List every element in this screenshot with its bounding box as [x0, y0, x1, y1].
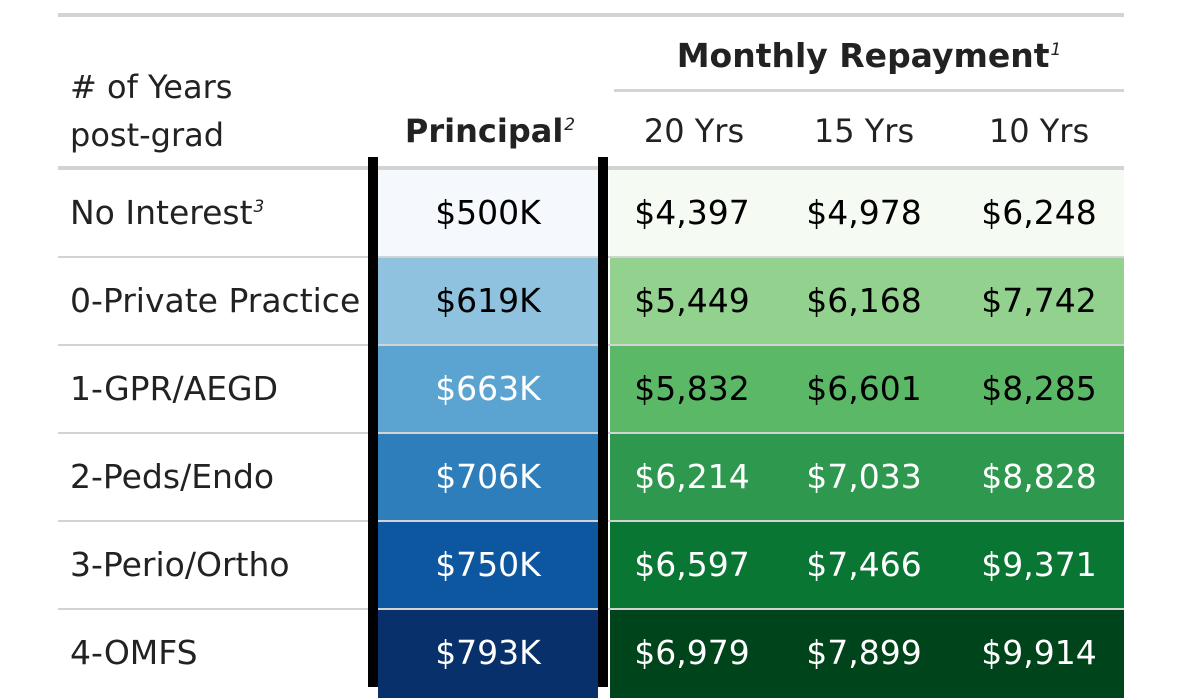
row-label: 0-Private Practice — [58, 258, 368, 344]
repayment-cell-fill — [610, 434, 1124, 520]
row-label-text: 0-Private Practice — [70, 281, 361, 320]
row-label-text: 1-GPR/AEGD — [70, 369, 279, 408]
repayment-10-yrs: $8,285 — [981, 369, 1097, 408]
row-label: 3-Perio/Ortho — [58, 522, 368, 608]
principal-cell-fill — [378, 434, 598, 520]
repayment-10-yrs: $7,742 — [981, 281, 1097, 320]
principal-value: $619K — [435, 281, 541, 320]
footnote-mark-2: 2 — [564, 115, 576, 135]
row-label-text: 4-OMFS — [70, 633, 198, 672]
repayment-table: Monthly Repayment1 # of Years post-grad … — [58, 13, 1124, 700]
repayment-20-yrs: $6,979 — [634, 633, 750, 672]
principal-cell-fill — [378, 346, 598, 432]
stub-header-line1: # of Years — [70, 68, 233, 106]
principal-cell-fill — [378, 170, 598, 256]
repayment-cell-fill — [610, 170, 1124, 256]
table-row: 4-OMFS $793K $6,979 $7,899 $9,914 — [58, 610, 1124, 698]
principal-cell-fill — [378, 258, 598, 344]
principal-value: $706K — [435, 457, 541, 496]
stub-header: # of Years post-grad — [70, 63, 370, 159]
row-label-text: No Interest — [70, 193, 253, 232]
repayment-cell-fill — [610, 522, 1124, 608]
principal-header: Principal2 — [370, 108, 610, 154]
repayment-10-yrs: $8,828 — [981, 457, 1097, 496]
repayment-20-yrs: $4,397 — [634, 193, 750, 232]
principal-right-border — [598, 157, 608, 687]
row-label: 2-Peds/Endo — [58, 434, 368, 520]
repayment-cell-fill — [610, 346, 1124, 432]
table-row: 1-GPR/AEGD $663K $5,832 $6,601 $8,285 — [58, 346, 1124, 434]
monthly-repayment-spanner: Monthly Repayment1 — [614, 33, 1124, 79]
col-header-20-yrs: 20 Yrs — [643, 112, 745, 150]
principal-cell-fill — [378, 522, 598, 608]
row-label-text: 2-Peds/Endo — [70, 457, 275, 496]
principal-left-border — [368, 157, 378, 687]
repayment-10-yrs: $9,371 — [981, 545, 1097, 584]
principal-value: $500K — [435, 193, 541, 232]
table-row: 0-Private Practice $619K $5,449 $6,168 $7,74… — [58, 258, 1124, 346]
repayment-20-yrs: $6,214 — [634, 457, 750, 496]
footnote-mark-1: 1 — [1050, 40, 1062, 60]
repayment-cell-fill — [610, 610, 1124, 698]
table-row: 3-Perio/Ortho $750K $6,597 $7,466 $9,371 — [58, 522, 1124, 610]
principal-header-label: Principal — [404, 112, 564, 150]
repayment-15-yrs: $4,978 — [806, 193, 922, 232]
repayment-10-yrs: $6,248 — [981, 193, 1097, 232]
row-label: 4-OMFS — [58, 610, 368, 696]
principal-value: $663K — [435, 369, 541, 408]
principal-value: $750K — [435, 545, 541, 584]
repayment-10-yrs: $9,914 — [981, 633, 1097, 672]
repayment-15-yrs: $6,601 — [806, 369, 922, 408]
footnote-mark-3: 3 — [253, 197, 265, 217]
table-row: 2-Peds/Endo $706K $6,214 $7,033 $8,828 — [58, 434, 1124, 522]
col-header-10-yrs: 10 Yrs — [988, 112, 1090, 150]
repayment-20-yrs: $5,832 — [634, 369, 750, 408]
table-body: No Interest3 $500K $4,397 $4,978 $6,248 0-Pri… — [58, 170, 1124, 698]
spanner-rule — [614, 89, 1124, 92]
repayment-20-yrs: $5,449 — [634, 281, 750, 320]
col-header-15-yrs: 15 Yrs — [813, 112, 915, 150]
repayment-15-yrs: $6,168 — [806, 281, 922, 320]
repayment-cell-fill — [610, 258, 1124, 344]
row-label: No Interest3 — [58, 170, 368, 256]
repayment-15-yrs: $7,466 — [806, 545, 922, 584]
principal-value: $793K — [435, 633, 541, 672]
top-rule — [58, 13, 1124, 17]
row-label: 1-GPR/AEGD — [58, 346, 368, 432]
repayment-20-yrs: $6,597 — [634, 545, 750, 584]
repayment-15-yrs: $7,033 — [806, 457, 922, 496]
row-label-text: 3-Perio/Ortho — [70, 545, 290, 584]
table-row: No Interest3 $500K $4,397 $4,978 $6,248 — [58, 170, 1124, 258]
stub-header-line2: post-grad — [70, 116, 225, 154]
principal-cell-fill — [378, 610, 598, 698]
header-rule — [58, 166, 1124, 170]
repayment-15-yrs: $7,899 — [806, 633, 922, 672]
spanner-label: Monthly Repayment — [676, 36, 1050, 75]
